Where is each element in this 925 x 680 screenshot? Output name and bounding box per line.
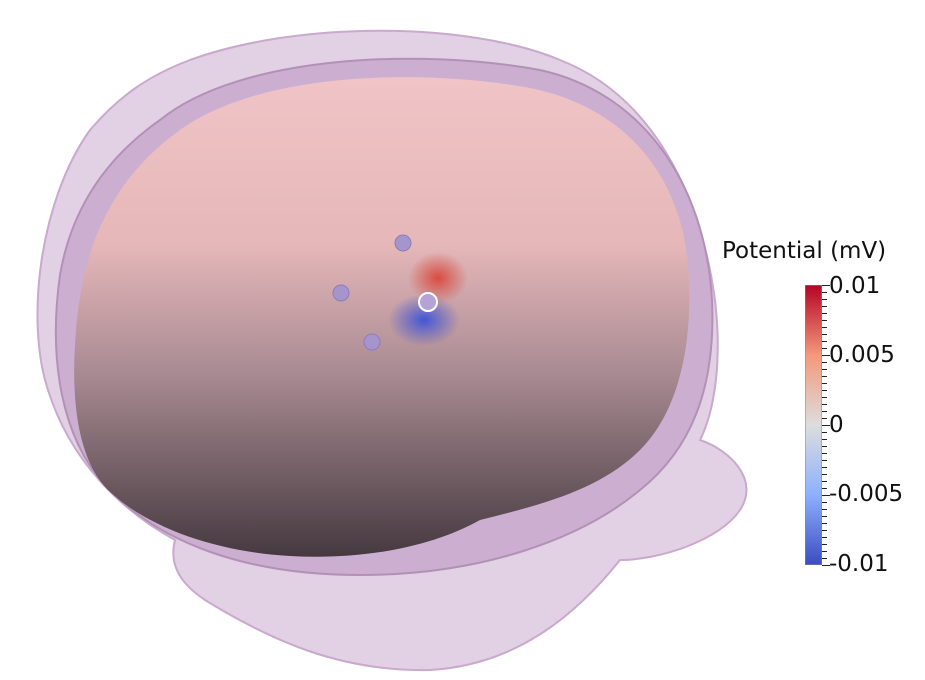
- electrode-marker[interactable]: [394, 234, 412, 252]
- colorbar-tick-label: 0: [829, 412, 844, 438]
- electrode-marker[interactable]: [363, 333, 381, 351]
- colorbar: [805, 285, 822, 565]
- colorbar-tick-label: -0.005: [829, 481, 904, 507]
- colorbar-tick-label: 0.005: [829, 342, 895, 368]
- colorbar-ticks: [822, 285, 830, 566]
- electrode-marker[interactable]: [418, 292, 438, 312]
- negative-potential-spot: [388, 294, 460, 346]
- colorbar-title: Potential (mV): [722, 238, 887, 264]
- colorbar-tick-label: 0.01: [829, 273, 881, 299]
- colorbar-tick-label: -0.01: [829, 551, 889, 577]
- positive-potential-spot: [408, 252, 468, 304]
- brain-surface: [74, 77, 690, 557]
- electrode-marker[interactable]: [332, 284, 350, 302]
